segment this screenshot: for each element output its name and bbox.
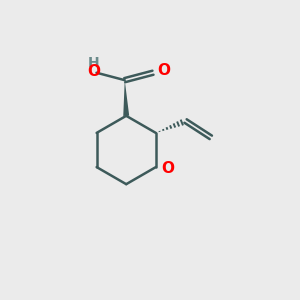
Text: O: O <box>161 161 174 176</box>
Text: O: O <box>87 64 100 79</box>
Text: H: H <box>88 56 99 70</box>
Polygon shape <box>123 80 129 116</box>
Text: O: O <box>157 63 170 78</box>
